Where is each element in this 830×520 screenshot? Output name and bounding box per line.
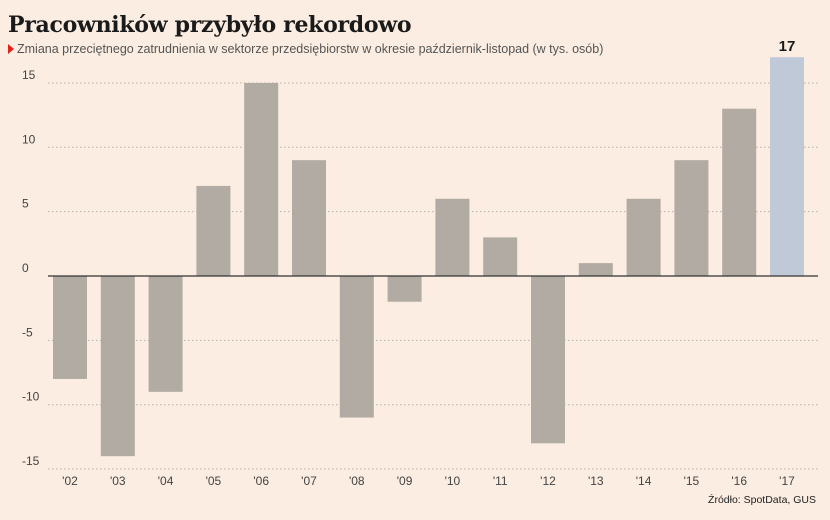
x-tick-label: '13 — [588, 474, 604, 488]
y-tick-label: 0 — [22, 261, 29, 275]
y-tick-label: -5 — [22, 325, 33, 339]
bar — [770, 57, 804, 277]
y-tick-label: -10 — [22, 390, 40, 404]
chart-subtitle-row: Zmiana przeciętnego zatrudnienia w sekto… — [8, 42, 603, 56]
y-tick-label: 5 — [22, 197, 29, 211]
bar — [483, 237, 518, 276]
bar — [100, 276, 135, 457]
bar — [148, 276, 183, 392]
bar — [674, 160, 709, 276]
x-tick-label: '14 — [636, 474, 652, 488]
data-label: 17 — [779, 38, 796, 55]
source-note: Źródło: SpotData, GUS — [708, 494, 816, 506]
bar — [626, 198, 661, 276]
x-tick-label: '03 — [110, 474, 126, 488]
x-tick-label: '04 — [158, 474, 174, 488]
x-tick-label: '06 — [253, 474, 269, 488]
bar — [244, 82, 279, 276]
x-tick-label: '10 — [445, 474, 461, 488]
y-tick-label: 10 — [22, 132, 36, 146]
bar — [531, 276, 565, 444]
bar — [578, 263, 613, 276]
chart-title: Pracowników przybyło rekordowo — [8, 12, 412, 38]
x-tick-label: '02 — [62, 474, 78, 488]
x-tick-label: '05 — [206, 474, 222, 488]
x-tick-label: '17 — [779, 474, 795, 488]
bar — [435, 198, 470, 276]
x-tick-label: '07 — [301, 474, 317, 488]
red-triangle-marker-icon — [8, 44, 14, 54]
x-tick-label: '16 — [731, 474, 747, 488]
bar — [387, 276, 422, 302]
x-tick-label: '11 — [493, 474, 508, 488]
bar — [196, 185, 231, 276]
bar — [53, 276, 87, 379]
bar — [339, 276, 374, 418]
x-tick-label: '12 — [540, 474, 556, 488]
bar — [292, 160, 326, 276]
x-tick-label: '09 — [397, 474, 413, 488]
chart-subtitle: Zmiana przeciętnego zatrudnienia w sekto… — [17, 42, 604, 56]
x-tick-label: '08 — [349, 474, 365, 488]
y-tick-label: -15 — [22, 454, 40, 468]
x-tick-label: '15 — [684, 474, 700, 488]
bar — [722, 108, 757, 276]
y-tick-label: 15 — [22, 68, 36, 82]
